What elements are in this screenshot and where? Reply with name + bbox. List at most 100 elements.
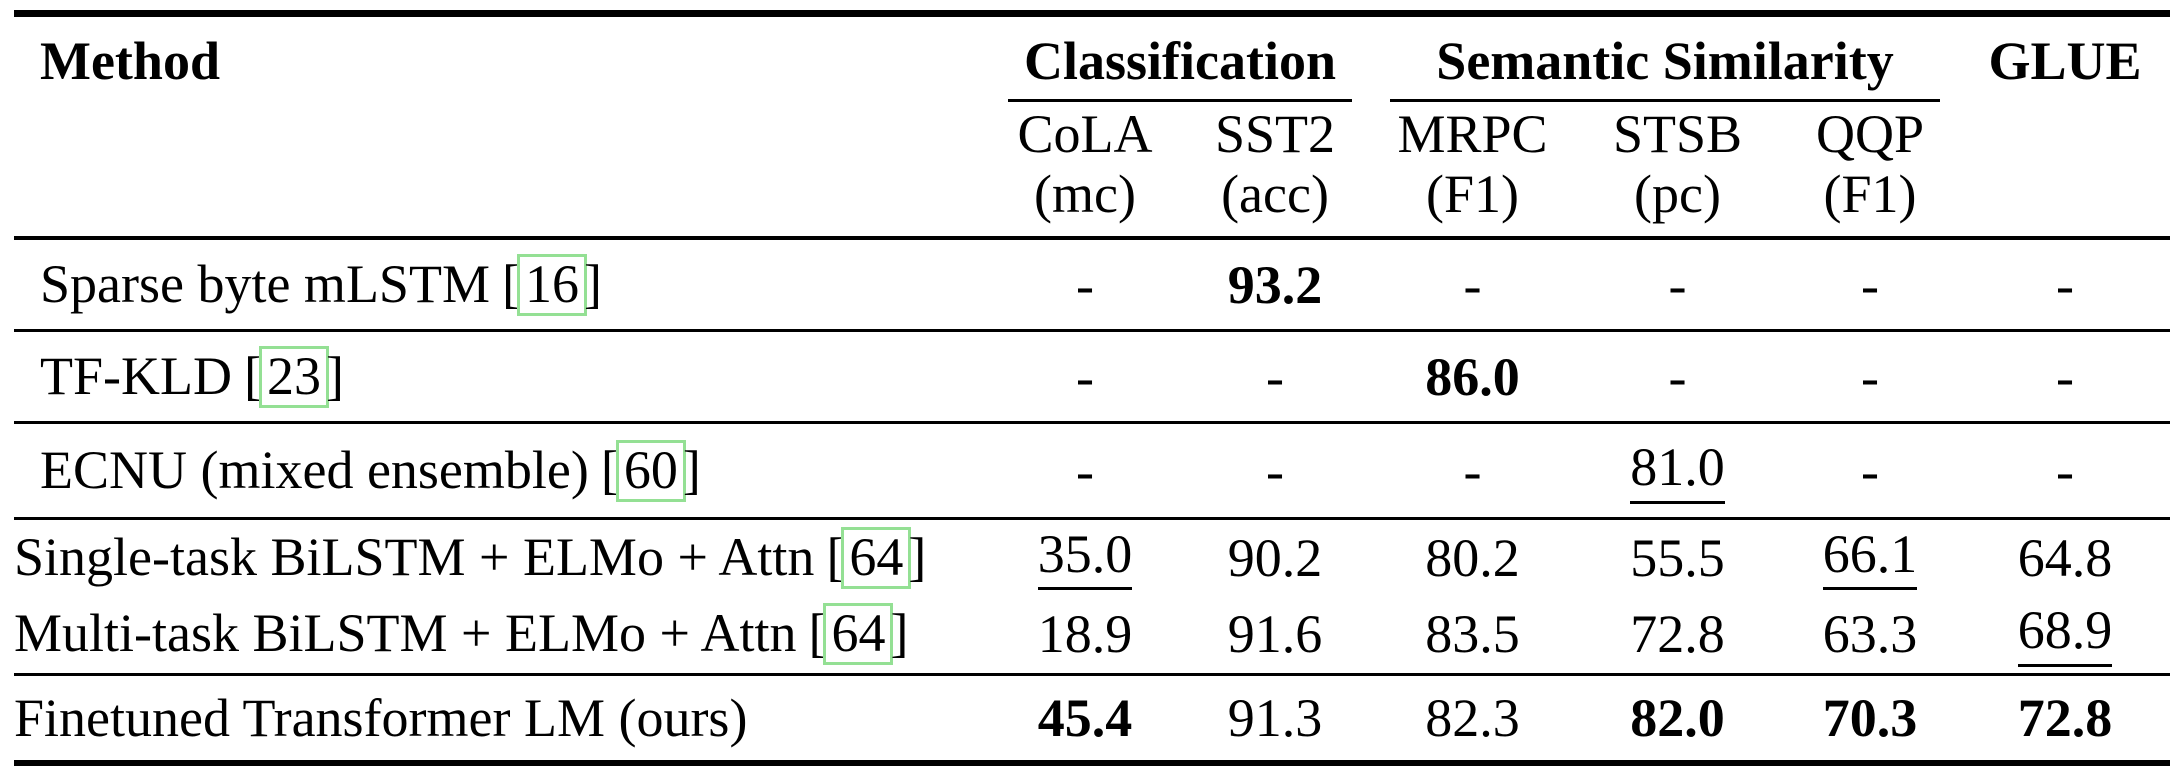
- cell-sst2: 90.2: [1227, 527, 1323, 588]
- group-classification: Classification: [990, 14, 1370, 102]
- cell-cola: -: [1076, 347, 1094, 407]
- cell-stsb: -: [1668, 347, 1687, 407]
- underlined-value: 81.0: [1630, 439, 1725, 504]
- cell-qqp: -: [1861, 347, 1879, 407]
- table-row: Finetuned Transformer LM (ours) 45.4 91.…: [14, 675, 2170, 764]
- method-name: Single-task BiLSTM + ELMo + Attn: [14, 526, 815, 587]
- cell-stsb: 72.8: [1630, 604, 1725, 665]
- citation-number[interactable]: 60: [615, 439, 686, 502]
- cell-stsb: -: [1668, 255, 1687, 315]
- citation-link[interactable]: 64: [826, 526, 926, 589]
- cell-method: Finetuned Transformer LM (ours): [14, 675, 990, 764]
- cell-stsb: 82.0: [1630, 688, 1725, 749]
- subheader-cola-name: CoLA: [1017, 104, 1153, 164]
- rowgroup-bilstm-elmo: Single-task BiLSTM + ELMo + Attn64 35.0 …: [14, 518, 2171, 675]
- cell-mrpc: -: [1463, 255, 1482, 315]
- method-name: Finetuned Transformer LM (ours): [14, 688, 748, 749]
- citation-number[interactable]: 64: [841, 526, 912, 589]
- method-name: Multi-task BiLSTM + ELMo + Attn: [14, 603, 797, 664]
- table-row: Sparse byte mLSTM 16 - 93.2 - - - -: [14, 238, 2170, 331]
- subheader-mrpc-name: MRPC: [1397, 104, 1548, 164]
- citation-number[interactable]: 64: [823, 603, 894, 666]
- subheader-stsb-metric: (pc): [1634, 164, 1721, 224]
- classification-rule: [1008, 99, 1353, 102]
- cell-sst2: -: [1266, 440, 1284, 501]
- cell-cola: -: [1076, 255, 1094, 315]
- table-row: Multi-task BiLSTM + ELMo + Attn 64 18.9 9…: [14, 596, 2170, 674]
- cell-method: Multi-task BiLSTM + ELMo + Attn 64: [14, 596, 990, 674]
- group-semantic-similarity: Semantic Similarity: [1370, 14, 1960, 102]
- group-glue-label: GLUE: [1988, 31, 2142, 91]
- citation-number[interactable]: 16: [516, 254, 587, 316]
- cell-qqp: 70.3: [1822, 688, 1918, 749]
- citation-link[interactable]: 23: [244, 346, 344, 408]
- cell-method: TF-KLD 23: [14, 331, 990, 423]
- table-header: Method Classification Semantic Similarit…: [14, 14, 2171, 238]
- method-column-header: Method: [40, 31, 220, 91]
- rowgroup-ecnu: ECNU (mixed ensemble) 60 - - - 81.0 - -: [14, 423, 2171, 519]
- cell-cola: 45.4: [1037, 688, 1133, 749]
- cell-method: ECNU (mixed ensemble) 60: [14, 423, 990, 519]
- rowgroup-finetuned-transformer: Finetuned Transformer LM (ours) 45.4 91.…: [14, 675, 2170, 764]
- method-name: Sparse byte mLSTM: [40, 254, 490, 314]
- method-name: TF-KLD: [40, 346, 232, 406]
- underlined-value: 68.9: [2017, 602, 2113, 668]
- table-row: ECNU (mixed ensemble) 60 - - - 81.0 - -: [14, 423, 2170, 519]
- subheader-stsb: STSB (pc): [1575, 102, 1780, 238]
- cell-glue: -: [2056, 255, 2074, 315]
- subheader-qqp-metric: (F1): [1823, 164, 1917, 224]
- table-row: Single-task BiLSTM + ELMo + Attn64 35.0 …: [14, 518, 2170, 596]
- citation-number[interactable]: 23: [258, 346, 329, 408]
- citation-link[interactable]: 16: [502, 254, 602, 316]
- subheader-mrpc: MRPC (F1): [1370, 102, 1575, 238]
- subheader-cola-metric: (mc): [1034, 164, 1136, 224]
- citation-link[interactable]: 64: [808, 603, 908, 666]
- subheader-sst2: SST2 (acc): [1180, 102, 1370, 238]
- cell-mrpc: 83.5: [1425, 604, 1520, 665]
- cell-sst2: 91.3: [1227, 688, 1323, 749]
- cell-method: Sparse byte mLSTM 16: [14, 238, 990, 331]
- cell-qqp: -: [1861, 440, 1879, 501]
- cell-cola: -: [1076, 440, 1094, 501]
- cell-cola: 35.0: [990, 518, 1180, 596]
- cell-glue: -: [2056, 440, 2074, 501]
- underlined-value: 35.0: [1037, 525, 1133, 591]
- rowgroup-sparse-byte-mlstm: Sparse byte mLSTM 16 - 93.2 - - - -: [14, 238, 2171, 331]
- cell-stsb: 55.5: [1630, 527, 1725, 588]
- citation-link[interactable]: 60: [601, 439, 701, 502]
- cell-mrpc: 86.0: [1425, 347, 1520, 407]
- subheader-stsb-name: STSB: [1612, 104, 1743, 164]
- cell-sst2: 93.2: [1227, 255, 1323, 315]
- cell-mrpc: -: [1463, 440, 1482, 501]
- cell-glue: 64.8: [2017, 527, 2113, 588]
- cell-qqp: -: [1861, 255, 1879, 315]
- subheader-qqp: QQP (F1): [1780, 102, 1960, 238]
- cell-glue: 72.8: [2017, 688, 2113, 749]
- subheader-qqp-name: QQP: [1816, 104, 1925, 164]
- cell-qqp: 63.3: [1822, 604, 1918, 665]
- subheader-row: CoLA (mc) SST2 (acc) MRPC (F1) STSB (pc)…: [14, 102, 2170, 238]
- group-header-row: Method Classification Semantic Similarit…: [14, 14, 2170, 102]
- cell-sst2: -: [1266, 347, 1284, 407]
- subheader-sst2-metric: (acc): [1221, 164, 1329, 224]
- table-row: TF-KLD 23 - - 86.0 - - -: [14, 331, 2170, 423]
- cell-cola: 18.9: [1037, 604, 1133, 665]
- rowgroup-tf-kld: TF-KLD 23 - - 86.0 - - -: [14, 331, 2171, 423]
- cell-qqp: 66.1: [1780, 518, 1960, 596]
- cell-glue: -: [2056, 347, 2074, 407]
- subheader-mrpc-metric: (F1): [1426, 164, 1520, 224]
- cell-mrpc: 80.2: [1425, 527, 1520, 588]
- group-semantic-similarity-label: Semantic Similarity: [1436, 31, 1894, 91]
- semantic-similarity-rule: [1390, 99, 1941, 102]
- cell-mrpc: 82.3: [1425, 688, 1520, 749]
- underlined-value: 66.1: [1822, 525, 1918, 591]
- subheader-sst2-name: SST2: [1214, 104, 1336, 164]
- subheader-cola: CoLA (mc): [990, 102, 1180, 238]
- cell-sst2: 91.6: [1227, 604, 1323, 665]
- group-classification-label: Classification: [1024, 31, 1337, 91]
- method-name: ECNU (mixed ensemble): [40, 439, 589, 500]
- cell-method: Single-task BiLSTM + ELMo + Attn 64: [14, 518, 990, 596]
- cell-glue: 68.9: [1960, 596, 2170, 674]
- cell-stsb: 81.0: [1575, 423, 1780, 519]
